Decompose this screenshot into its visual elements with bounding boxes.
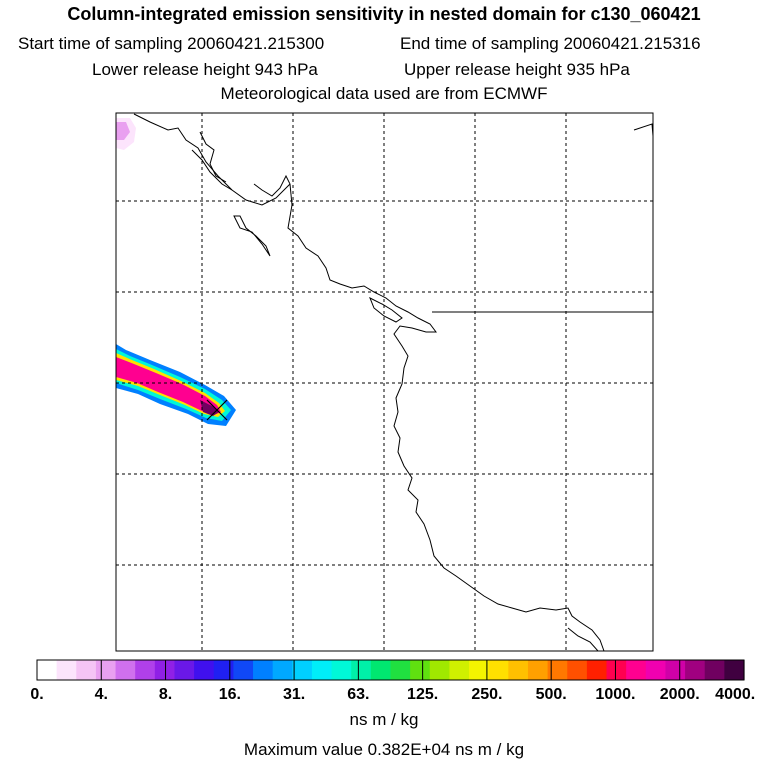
colorbar-swatch	[135, 660, 156, 680]
colorbar-swatch	[586, 660, 608, 680]
colorbar-tick-label: 4000.	[715, 686, 756, 703]
max-value-text: Maximum value 0.382E+04 ns m / kg	[243, 740, 525, 759]
colorbar-swatch	[606, 660, 627, 680]
colorbar-tick-label: 0.	[30, 686, 44, 703]
colorbar-unit: ns m / kg	[349, 710, 419, 729]
colorbar-swatch	[626, 660, 647, 680]
colorbar-swatch	[253, 660, 274, 680]
colorbar-swatch	[567, 660, 588, 680]
x-cross-icon	[206, 399, 228, 421]
coastline	[133, 113, 653, 651]
colorbar-tick-label: 125.	[407, 686, 439, 703]
colorbar-swatch	[233, 660, 254, 680]
colorbar-swatch	[704, 660, 725, 680]
colorbar-tick-label: 16.	[218, 686, 241, 703]
emission-plume	[116, 344, 236, 426]
lower-release-text: Lower release height 943 hPa	[92, 60, 318, 79]
colorbar-swatch	[272, 660, 293, 680]
colorbar-swatch	[194, 660, 215, 680]
page-title: Column-integrated emission sensitivity i…	[67, 4, 701, 24]
colorbar-swatch	[213, 660, 234, 680]
colorbar-swatch	[410, 660, 431, 680]
colorbar-tick-label: 1000.	[595, 686, 636, 703]
colorbar-swatch	[292, 660, 313, 680]
colorbar-swatch	[37, 660, 58, 680]
colorbar-swatch	[351, 660, 372, 680]
colorbar-swatch	[724, 660, 745, 680]
colorbar-tick-label: 500.	[535, 686, 567, 703]
colorbar-swatch	[370, 660, 392, 680]
colorbar-swatch	[56, 660, 77, 680]
colorbar-tick-label: 31.	[282, 686, 306, 703]
met-data-text: Meteorological data used are from ECMWF	[220, 84, 548, 103]
colorbar-swatch	[174, 660, 195, 680]
colorbar-swatch	[390, 660, 411, 680]
colorbar-swatch	[665, 660, 686, 680]
colorbar-tick-label: 250.	[471, 686, 503, 703]
corner-sensitivity-patch	[116, 118, 136, 150]
colorbar-frame	[36, 659, 745, 681]
colorbar-swatch	[527, 660, 549, 680]
colorbar-swatch	[685, 660, 706, 680]
colorbar-swatch	[429, 660, 451, 680]
map-frame	[115, 112, 654, 652]
colorbar-swatch	[331, 660, 352, 680]
colorbar-tick-label: 2000.	[659, 686, 700, 703]
colorbar-tick-label: 8.	[158, 686, 173, 703]
colorbar-tick-label: 63.	[347, 686, 370, 703]
end-time-text: End time of sampling 20060421.215316	[400, 34, 701, 53]
upper-release-text: Upper release height 935 hPa	[404, 60, 630, 79]
colorbar	[37, 660, 745, 680]
colorbar-swatch	[154, 660, 176, 680]
colorbar-swatch	[508, 660, 529, 680]
colorbar-swatch	[449, 660, 470, 680]
colorbar-swatch	[547, 660, 568, 680]
colorbar-swatch	[488, 660, 509, 680]
colorbar-tick-label: 4.	[94, 686, 108, 703]
colorbar-swatch	[311, 660, 333, 680]
colorbar-swatch	[115, 660, 136, 680]
colorbar-swatch	[645, 660, 667, 680]
colorbar-swatch	[76, 660, 97, 680]
colorbar-swatch	[469, 660, 490, 680]
start-time-text: Start time of sampling 20060421.215300	[18, 34, 325, 53]
colorbar-swatch	[95, 660, 117, 680]
